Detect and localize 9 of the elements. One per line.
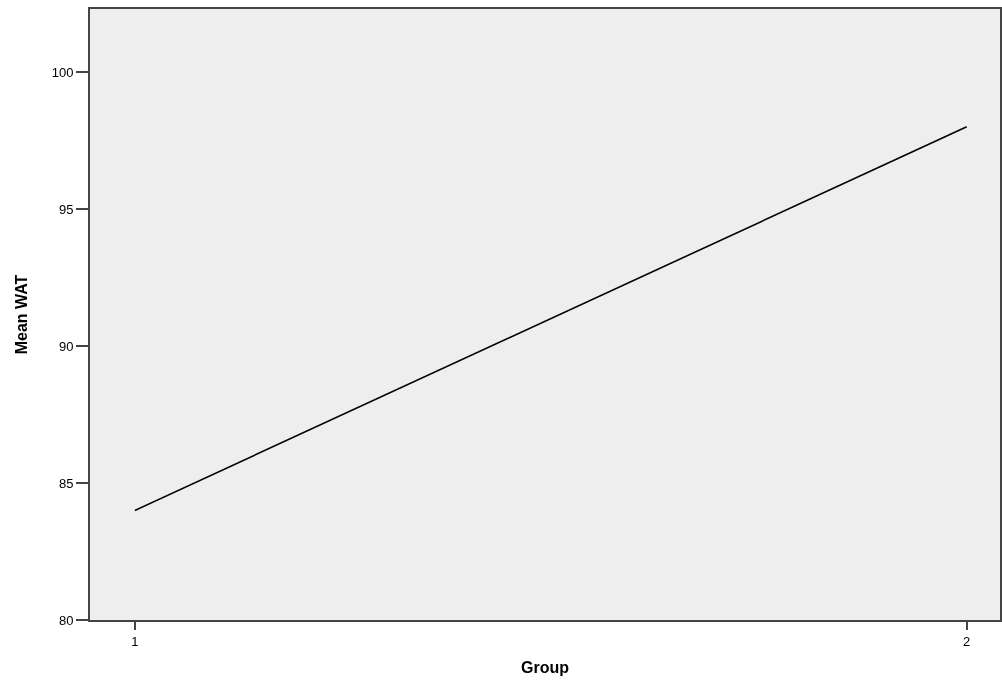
x-tick-label: 2 (963, 633, 971, 649)
y-tick-label: 90 (58, 338, 74, 354)
y-tick-label: 100 (51, 64, 74, 80)
y-tick-label: 80 (58, 612, 74, 628)
y-axis-title: Mean WAT (13, 274, 31, 355)
x-tick-label: 1 (131, 633, 139, 649)
y-tick-label: 95 (58, 201, 74, 217)
y-tick-label: 85 (58, 475, 74, 491)
x-axis-title: Group (521, 658, 570, 676)
